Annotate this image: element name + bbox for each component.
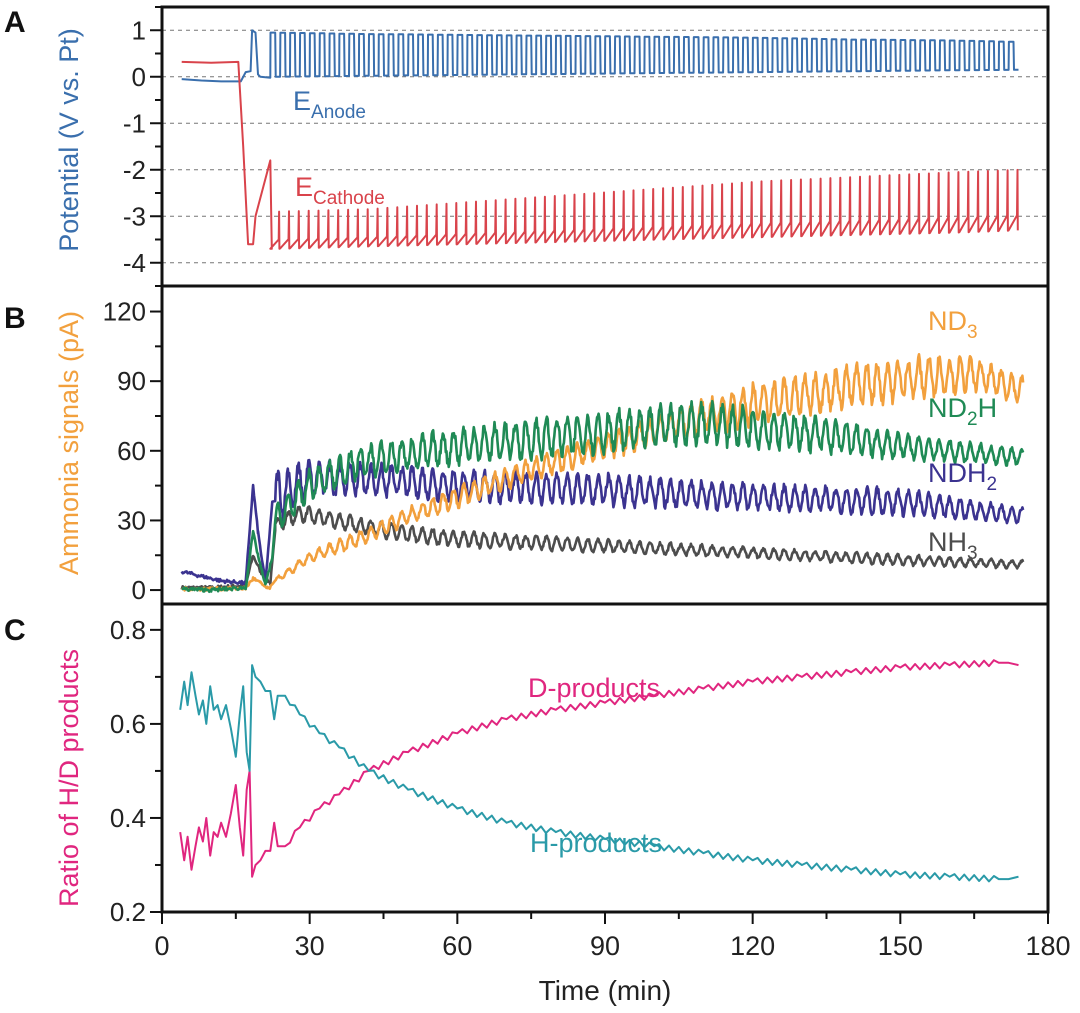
panel-c-frame	[160, 602, 1050, 914]
x-tick-label: 120	[730, 931, 775, 961]
y-tick-label: 0.4	[110, 803, 146, 833]
series-layer	[179, 29, 1025, 883]
y-tick-label: 60	[117, 436, 146, 466]
label-d-products: D-products	[528, 673, 660, 703]
x-tick-label: 30	[295, 931, 325, 961]
x-tick-label: 90	[590, 931, 620, 961]
x-tick-label: 0	[154, 931, 169, 961]
series-e-anode	[181, 29, 1019, 83]
label-nh3: NH3	[928, 527, 978, 564]
label-nd3: ND3	[928, 306, 978, 343]
y-tick-label: 0.8	[110, 615, 146, 645]
series-e-cathode	[181, 60, 1019, 250]
label-ndh2: NDH2	[928, 458, 997, 495]
y-tick-label: 0	[132, 575, 146, 605]
y-tick-label: 120	[103, 297, 146, 327]
y-tick-label: 90	[117, 366, 146, 396]
y-tick-label: 0.6	[110, 709, 146, 739]
series-nd2h	[181, 399, 1025, 593]
label-e-anode: EAnode	[293, 86, 366, 123]
label-e-cathode: ECathode	[295, 172, 385, 209]
x-tick-label: 180	[1025, 931, 1070, 961]
label-nd2h: ND2H	[928, 393, 997, 430]
panel-c-ylabel: Ratio of H/D products	[54, 649, 84, 907]
panel-letter-c: C	[4, 614, 26, 647]
y-tick-label: 0.2	[110, 897, 146, 927]
y-tick-label: 1	[132, 15, 146, 45]
y-tick-label: -3	[123, 201, 146, 231]
y-tick-label: -4	[123, 248, 146, 278]
axes-layer: 1 0 -1 -2 -3 -4 120 90 60 30 0 0.8 0.6 0.4 0.2 0 30 60 90 1…	[103, 5, 1071, 961]
series-h-products	[179, 664, 1019, 883]
y-tick-label: -2	[123, 155, 146, 185]
panel-letter-b: B	[4, 302, 26, 335]
y-tick-label: -1	[123, 108, 146, 138]
x-tick-label: 150	[878, 931, 923, 961]
y-tick-label: 30	[117, 505, 146, 535]
series-d-products	[179, 659, 1019, 878]
x-axis-label: Time (min)	[539, 975, 672, 1006]
series-ndh2	[180, 458, 1025, 586]
label-h-products: H-products	[530, 828, 662, 858]
panel-letter-a: A	[4, 6, 26, 39]
y-tick-label: 0	[132, 62, 146, 92]
panel-a-ylabel: Potential (V vs. Pt)	[54, 28, 84, 252]
panel-b-ylabel: Ammonia signals (pA)	[54, 311, 84, 575]
x-tick-label: 60	[442, 931, 472, 961]
series-nh3	[180, 505, 1025, 591]
